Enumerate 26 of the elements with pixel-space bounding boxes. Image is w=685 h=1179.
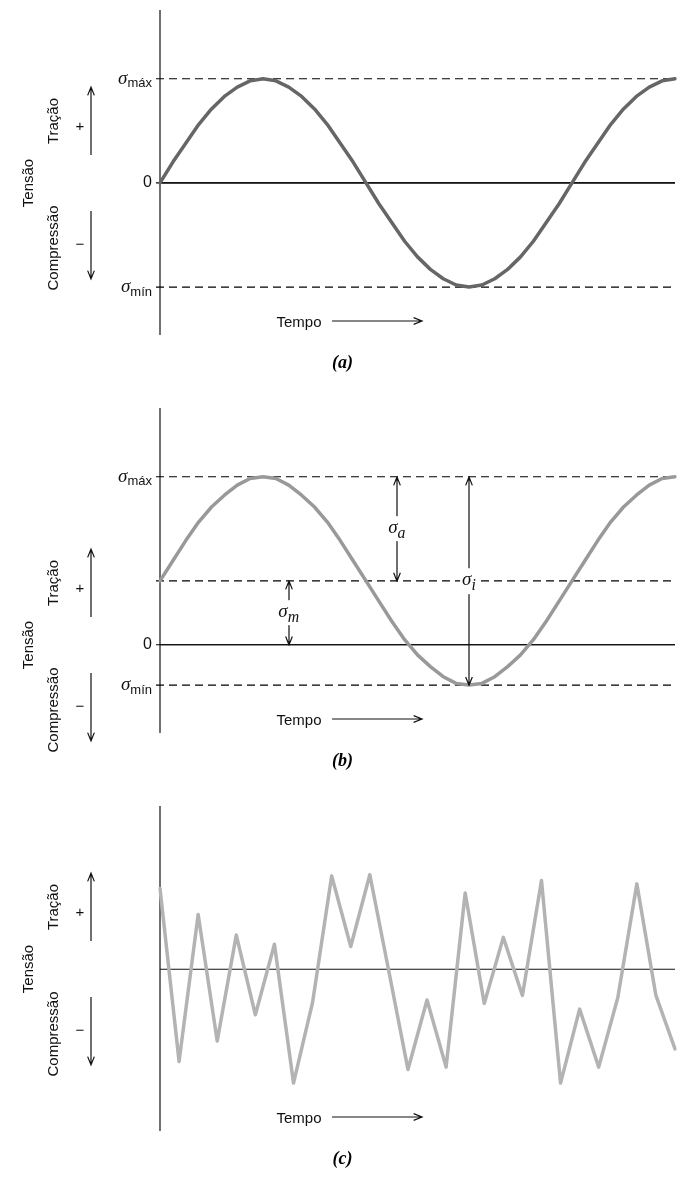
text: + <box>75 578 85 596</box>
x-axis-title: Tempo <box>276 710 322 728</box>
text: (b) <box>332 750 353 770</box>
text: Compressão <box>43 205 61 291</box>
text: Compressão <box>43 667 61 753</box>
text: (a) <box>331 352 354 373</box>
ref-line-label: 0 <box>143 635 153 653</box>
text: Compressão <box>43 991 61 1077</box>
text: − <box>75 1020 85 1038</box>
text: Tração <box>43 559 61 606</box>
text: Tração <box>43 884 61 931</box>
text: Tração <box>43 97 61 144</box>
x-axis-title: Tempo <box>276 1108 322 1126</box>
y-axis-title: Tensão <box>18 620 36 669</box>
x-axis-title: Tempo <box>276 312 322 330</box>
text: + <box>75 116 85 134</box>
ref-line-label: 0 <box>143 173 153 191</box>
text: − <box>75 234 85 252</box>
y-axis-title: Tensão <box>18 945 36 994</box>
annotation: σ$_{m}$ <box>276 600 302 626</box>
annotation: σ$_{a}$ <box>386 516 408 542</box>
text: + <box>75 902 85 920</box>
text: − <box>75 696 85 714</box>
annotation: σ$_{i}$ <box>460 568 478 594</box>
y-axis-title: Tensão <box>18 158 36 208</box>
text: (c) <box>331 1148 354 1169</box>
